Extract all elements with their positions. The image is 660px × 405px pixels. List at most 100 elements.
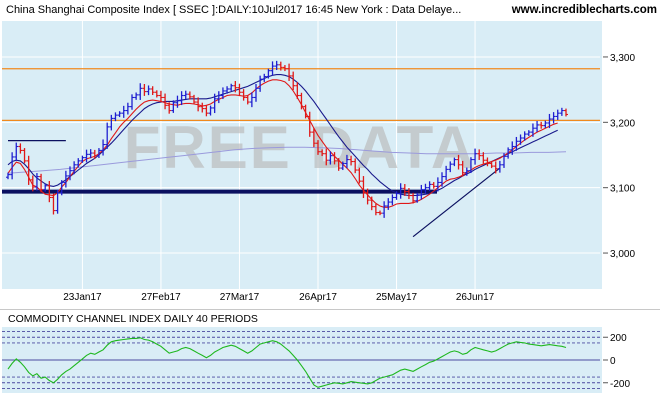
price-bar (262, 73, 267, 82)
price-bar (555, 109, 560, 120)
price-bar (282, 65, 287, 72)
x-tick-label: 25May17 (376, 292, 418, 303)
price-bar (55, 189, 60, 214)
price-bar (349, 155, 354, 166)
price-bar (138, 83, 143, 100)
price-bar (502, 153, 506, 168)
price-bar (535, 121, 540, 133)
price-bar (270, 61, 275, 76)
price-bar (460, 160, 465, 177)
price-bar (96, 148, 101, 159)
price-bar (506, 147, 511, 159)
price-bar (411, 192, 416, 204)
price-bar (220, 87, 225, 100)
price-bar (18, 143, 23, 154)
price-bar (539, 121, 544, 129)
y-tick-label: 3,300 (610, 53, 635, 64)
cci-tick-label: 200 (610, 333, 627, 344)
price-bar (204, 105, 209, 117)
price-bar (121, 105, 126, 118)
price-bar (43, 183, 48, 192)
price-bar (299, 92, 304, 110)
price-bar (522, 131, 527, 141)
price-bar (287, 63, 292, 82)
price-bar (378, 210, 382, 216)
price-bar (369, 196, 374, 211)
price-bar (328, 151, 333, 165)
price-bar (481, 152, 486, 164)
price-bar (245, 95, 250, 105)
y-tick-label: 3,200 (610, 118, 635, 129)
price-bar (14, 142, 19, 161)
price-bar (547, 113, 552, 129)
price-bar (150, 86, 155, 95)
price-bar (307, 111, 312, 137)
price-bar (22, 148, 27, 164)
price-bar (10, 152, 15, 180)
price-bar (254, 84, 258, 102)
price-bar (382, 201, 387, 218)
price-bar (423, 183, 428, 194)
x-tick-label: 26Apr17 (299, 292, 337, 303)
price-bar (241, 89, 246, 101)
price-bar (266, 68, 271, 79)
price-bar (146, 85, 151, 96)
price-bar (316, 140, 320, 155)
price-bar (130, 94, 134, 110)
price-bar (175, 95, 180, 108)
price-bar (187, 91, 192, 100)
ma-long-line (7, 146, 567, 174)
price-bar (398, 183, 403, 199)
y-tick-label: 3,100 (610, 184, 635, 195)
price-bar (456, 154, 461, 170)
price-bar (134, 92, 139, 100)
price-bar (30, 175, 35, 192)
x-tick-label: 26Jun17 (456, 292, 495, 303)
price-bar (278, 61, 283, 71)
cci-y-axis: 200 0 -200 (603, 333, 630, 390)
price-bar (415, 192, 420, 203)
price-bar (440, 172, 444, 187)
price-bar (51, 193, 56, 215)
price-bar (179, 91, 184, 106)
price-bar (365, 188, 370, 205)
price-bar (303, 104, 308, 119)
price-bar (373, 203, 378, 216)
cci-line (7, 337, 567, 388)
price-bar (196, 97, 201, 112)
price-bar (154, 90, 159, 98)
price-bar (514, 136, 519, 151)
price-bar (109, 114, 114, 131)
price-bar (336, 158, 341, 171)
price-bar (419, 184, 424, 200)
price-bar (258, 75, 263, 92)
price-bar (344, 154, 349, 169)
price-bar (63, 170, 68, 188)
price-bar (435, 177, 440, 192)
price-bar (117, 111, 122, 118)
price-bar (551, 112, 556, 124)
price-bars (6, 60, 568, 218)
site-link[interactable]: www.incrediblecharts.com (511, 4, 657, 16)
y-tick-label: 3,000 (610, 249, 635, 260)
price-overlay (2, 68, 600, 238)
price-bar (444, 165, 449, 181)
main-plot-area (2, 21, 602, 289)
price-bar (84, 149, 89, 163)
price-bar (497, 160, 502, 173)
price-bar (468, 157, 473, 174)
price-bar (274, 60, 279, 71)
price-bar (357, 167, 362, 184)
x-tick-label: 23Jan17 (63, 292, 102, 303)
price-bar (431, 182, 436, 189)
price-bar (101, 139, 106, 156)
price-bar (142, 84, 147, 96)
price-bar (59, 180, 64, 196)
trendline (412, 167, 501, 238)
price-bar (34, 173, 39, 191)
price-bar (233, 81, 238, 93)
price-bar (394, 191, 399, 200)
x-tick-label: 27Feb17 (141, 292, 181, 303)
